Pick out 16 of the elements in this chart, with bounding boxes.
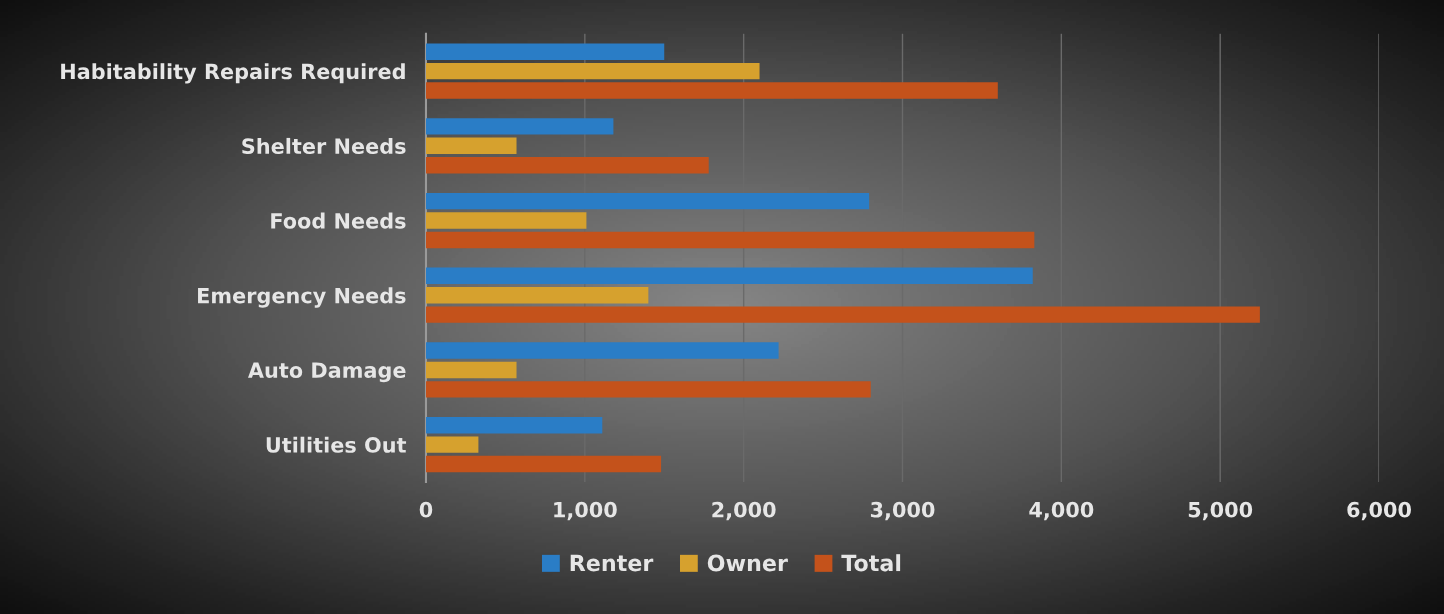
y-tick-label: Habitability Repairs Required [61,63,405,84]
y-tick-label: Food Needs [271,212,406,229]
y-tick-label: Shelter Needs [242,137,406,155]
x-tick-label: 3,000 [870,501,935,521]
x-tick-label: 5,000 [1188,501,1253,521]
y-tick-label: Utilities Out [266,436,407,453]
x-tick-label: 0 [419,501,433,518]
legend-label: Owner [707,554,788,572]
y-tick-label: Auto Damage [247,362,406,383]
x-tick-label: 2,000 [712,501,776,521]
legend-label: Total [841,554,901,572]
x-tick-label: 6,000 [1347,501,1411,521]
y-tick-label: Emergency Needs [198,287,406,308]
legend-label: Renter [570,554,654,572]
x-tick-label: 1,000 [554,501,617,521]
x-tick-label: 4,000 [1029,501,1094,521]
